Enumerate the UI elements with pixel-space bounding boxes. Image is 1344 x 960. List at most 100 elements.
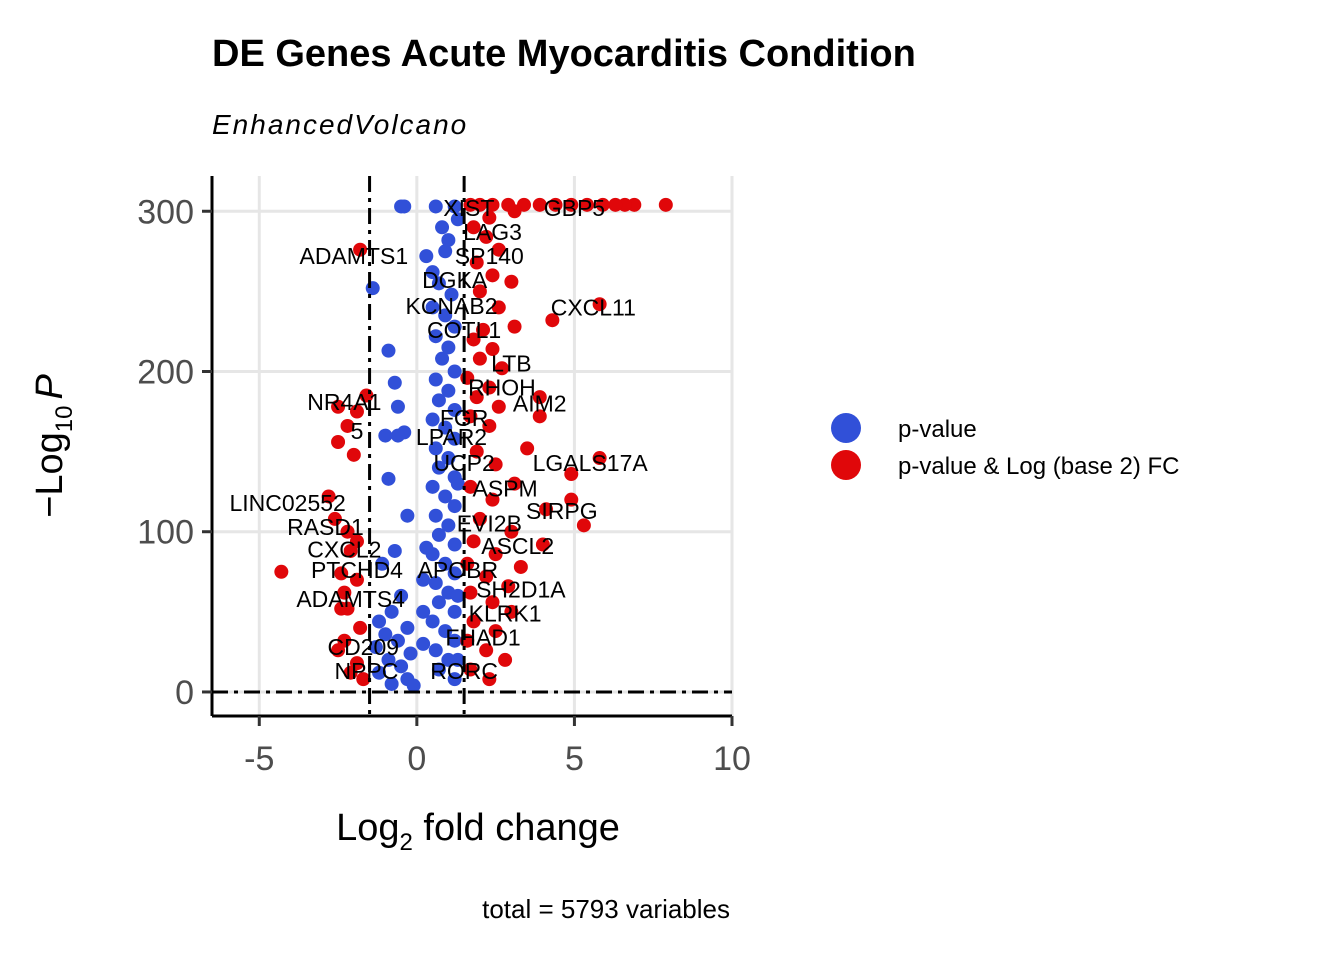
point-pvalue [435,220,450,235]
point-pvalue-fc [463,197,478,212]
point-pvalue [403,646,418,661]
x-tick-label: 5 [565,740,584,778]
gene-label: KLRK1 [469,600,542,626]
point-pvalue-fc [580,197,595,212]
gene-label: RHOH [468,375,536,401]
point-pvalue [428,441,443,456]
point-pvalue-fc [485,342,500,357]
point-pvalue [447,431,462,446]
point-pvalue [387,543,402,558]
point-pvalue [447,537,462,552]
point-pvalue [428,199,443,214]
point-pvalue-fc [463,662,478,677]
gene-label: SIRPG [526,498,598,524]
y-tick-label: 300 [137,193,194,231]
point-pvalue-fc [564,197,579,212]
point-pvalue [394,659,409,674]
gene-label: FHAD1 [445,624,520,650]
point-pvalue-fc [482,210,497,225]
gene-label: SP140 [455,243,524,269]
legend-swatch-pvalue-fc [831,450,861,480]
point-pvalue-fc [545,313,560,328]
point-pvalue-fc [507,319,522,334]
point-pvalue [431,595,446,610]
point-pvalue-fc [349,404,364,419]
y-tick-label: 100 [137,514,194,552]
point-pvalue [381,471,396,486]
legend-label-pvalue: p-value [898,416,977,443]
chart-title: DE Genes Acute Myocarditis Condition [212,33,916,75]
gene-label: ADAMTS1 [299,243,408,269]
point-pvalue-fc [466,534,481,549]
point-pvalue [450,588,465,603]
point-pvalue [428,576,443,591]
point-pvalue [431,393,446,408]
x-tick-label: 0 [407,740,426,778]
point-pvalue [416,636,431,651]
gene-label: ASCL2 [481,533,554,559]
point-pvalue-fc [479,229,494,244]
point-pvalue-fc [274,564,289,579]
point-pvalue-fc [504,274,519,289]
gene-label: SH2D1A [476,576,566,602]
point-pvalue-fc [532,390,547,405]
legend: p-value p-value & Log (base 2) FC [831,413,1179,480]
point-pvalue-fc [504,524,519,539]
legend-swatch-pvalue [831,413,861,443]
gene-label: LAG3 [463,219,522,245]
point-pvalue [447,633,462,648]
point-pvalue-fc [520,441,535,456]
point-pvalue [372,614,387,629]
gene-label: PTCHD4 [311,557,403,583]
y-axis-title: −Log10P [29,374,78,518]
point-pvalue-fc [331,434,346,449]
point-pvalue-fc [337,585,352,600]
point-pvalue-fc [479,569,494,584]
point-pvalue [381,343,396,358]
point-pvalue-fc [469,255,484,270]
point-pvalue [384,676,399,691]
point-pvalue-fc [340,601,355,616]
point-pvalue-fc [466,332,481,347]
point-pvalue [438,556,453,571]
point-pvalue [447,364,462,379]
point-pvalue-fc [564,492,579,507]
point-pvalue [365,281,380,296]
gene-label: CXCL2 [307,536,381,562]
x-tick-label: 10 [713,740,751,778]
y-tick-label: 200 [137,353,194,391]
point-pvalue-fc [466,220,481,235]
point-pvalue-fc [485,268,500,283]
point-pvalue [425,300,440,315]
point-pvalue [438,624,453,639]
point-pvalue-fc [507,476,522,491]
axes [210,176,732,718]
point-pvalue-fc [658,197,673,212]
gene-label: AIM2 [513,391,567,417]
point-pvalue [431,662,446,677]
point-pvalue [444,287,459,302]
point-pvalue-fc [469,390,484,405]
x-tick-label: -5 [244,740,274,778]
gene-label: EVI2B [457,511,522,537]
point-pvalue [390,633,405,648]
point-pvalue-fc [340,524,355,539]
point-pvalue-fc [513,559,528,574]
point-pvalue [425,614,440,629]
point-pvalue [416,572,431,587]
point-pvalue-fc [476,322,491,337]
point-pvalue-fc [343,665,358,680]
point-pvalue [447,672,462,687]
point-pvalue-fc [488,547,503,562]
point-pvalue [438,420,453,435]
point-pvalue [438,489,453,504]
gene-label: DGKA [422,267,488,293]
legend-label-pvalue-fc: p-value & Log (base 2) FC [898,453,1179,480]
point-pvalue [438,308,453,323]
point-pvalue-fc [532,409,547,424]
point-pvalue-fc [501,579,516,594]
point-pvalue-fc [479,643,494,658]
point-pvalue-fc [592,297,607,312]
